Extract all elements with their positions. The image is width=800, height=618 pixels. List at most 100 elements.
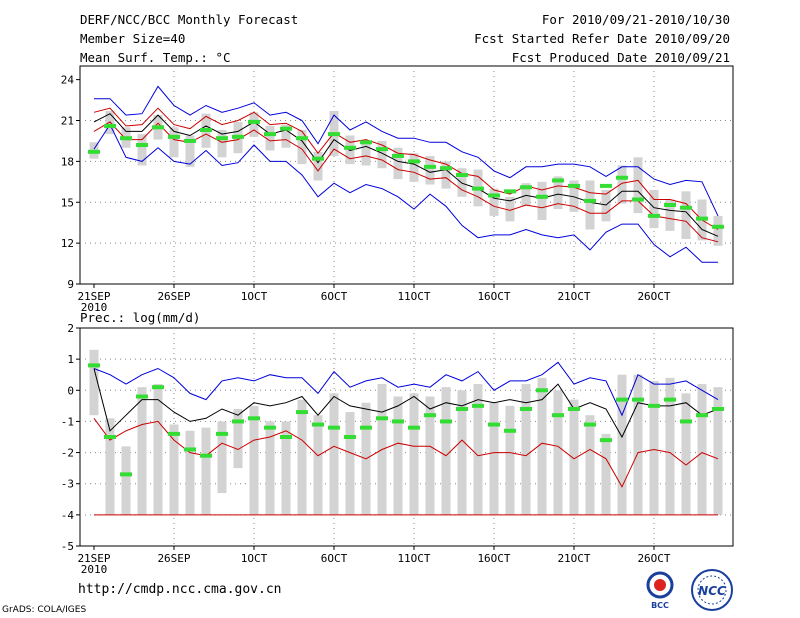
range-box xyxy=(713,387,723,515)
range-box xyxy=(537,377,547,515)
range-box xyxy=(569,399,579,515)
range-box xyxy=(697,384,707,515)
range-box xyxy=(185,430,195,515)
range-box xyxy=(121,446,131,515)
x-tick-label: 21SEP xyxy=(77,552,110,565)
observed-marker xyxy=(216,136,228,141)
y-tick-label: 18 xyxy=(61,155,74,168)
x-tick-label: 26OCT xyxy=(637,552,670,565)
range-box xyxy=(137,134,147,166)
observed-marker xyxy=(344,145,356,150)
observed-marker xyxy=(472,403,484,408)
member-size-label: Member Size=40 xyxy=(80,31,186,46)
range-box xyxy=(393,147,403,180)
series-line xyxy=(93,113,719,237)
start-date-label: Fcst Started Refer Date 2010/09/20 xyxy=(474,31,730,46)
range-box xyxy=(713,215,723,246)
observed-marker xyxy=(584,198,596,203)
observed-marker xyxy=(200,128,212,133)
observed-marker xyxy=(216,431,228,436)
range-box xyxy=(297,130,307,165)
observed-marker xyxy=(600,438,612,443)
range-box xyxy=(313,415,323,515)
observed-marker xyxy=(712,406,724,411)
observed-marker xyxy=(456,406,468,411)
series-line xyxy=(93,123,718,263)
range-box xyxy=(633,157,643,214)
range-box xyxy=(201,427,211,515)
plot-frame xyxy=(79,65,734,285)
observed-marker xyxy=(280,126,292,131)
observed-marker xyxy=(600,183,612,188)
observed-marker xyxy=(536,388,548,393)
observed-marker xyxy=(296,136,308,141)
x-tick-label: 26SEP xyxy=(157,552,190,565)
observed-marker xyxy=(472,186,484,191)
series-line xyxy=(93,361,719,417)
y-tick-label: 1 xyxy=(67,353,74,366)
forecast-period-label: For 2010/09/21-2010/10/30 xyxy=(541,12,730,27)
observed-marker xyxy=(392,419,404,424)
range-box xyxy=(441,387,451,515)
x-tick-label: 26SEP xyxy=(157,290,190,303)
range-box xyxy=(361,140,371,166)
observed-marker xyxy=(584,422,596,427)
observed-marker xyxy=(168,134,180,139)
range-box xyxy=(393,396,403,515)
bcc-logo-text: BCC xyxy=(651,601,669,610)
series-line xyxy=(93,107,719,230)
panel-title: Prec.: log(mm/d) xyxy=(80,310,200,325)
ncc-logo: NCC xyxy=(691,569,733,611)
x-tick-label: 21OCT xyxy=(557,290,590,303)
observed-marker xyxy=(376,416,388,421)
bcc-logo: BCC xyxy=(646,571,674,610)
range-box xyxy=(265,125,275,151)
range-box xyxy=(489,402,499,515)
observed-marker xyxy=(248,416,260,421)
range-box xyxy=(217,421,227,494)
observed-marker xyxy=(328,132,340,137)
observed-marker xyxy=(568,406,580,411)
series-line xyxy=(93,121,719,243)
y-tick-label: -3 xyxy=(61,478,74,491)
observed-marker xyxy=(488,193,500,198)
observed-marker xyxy=(664,397,676,402)
observed-marker xyxy=(312,422,324,427)
range-box xyxy=(425,396,435,515)
source-url[interactable]: http://cmdp.ncc.cma.gov.cn xyxy=(78,582,282,597)
observed-marker xyxy=(296,410,308,415)
observed-marker xyxy=(104,123,116,128)
observed-marker xyxy=(232,419,244,424)
observed-marker xyxy=(88,149,100,154)
range-box xyxy=(649,189,659,229)
range-box xyxy=(585,415,595,515)
plot-frame xyxy=(79,327,734,547)
range-box xyxy=(265,421,275,515)
range-box xyxy=(633,374,643,515)
x-tick-label: 21OCT xyxy=(557,552,590,565)
chart-title: DERF/NCC/BCC Monthly Forecast xyxy=(80,12,299,27)
observed-marker xyxy=(456,173,468,177)
range-box xyxy=(185,135,195,167)
x-tick-label: 11OCT xyxy=(397,290,430,303)
x-tick-label: 16OCT xyxy=(477,552,510,565)
range-box xyxy=(489,188,499,216)
range-box xyxy=(553,176,563,210)
observed-marker xyxy=(168,431,180,436)
observed-marker xyxy=(680,205,692,210)
observed-marker xyxy=(392,153,404,158)
observed-marker xyxy=(664,202,676,207)
range-box xyxy=(457,168,467,197)
observed-marker xyxy=(408,159,420,164)
range-box xyxy=(649,380,659,515)
y-tick-label: 24 xyxy=(61,74,75,87)
y-tick-label: 15 xyxy=(61,196,74,209)
observed-marker xyxy=(520,185,532,190)
observed-marker xyxy=(536,194,548,199)
y-tick-label: 12 xyxy=(61,237,74,250)
range-box xyxy=(617,165,627,204)
ncc-logo-text: NCC xyxy=(698,584,726,598)
range-box xyxy=(137,387,147,515)
range-box xyxy=(249,112,259,137)
range-box xyxy=(89,349,99,416)
